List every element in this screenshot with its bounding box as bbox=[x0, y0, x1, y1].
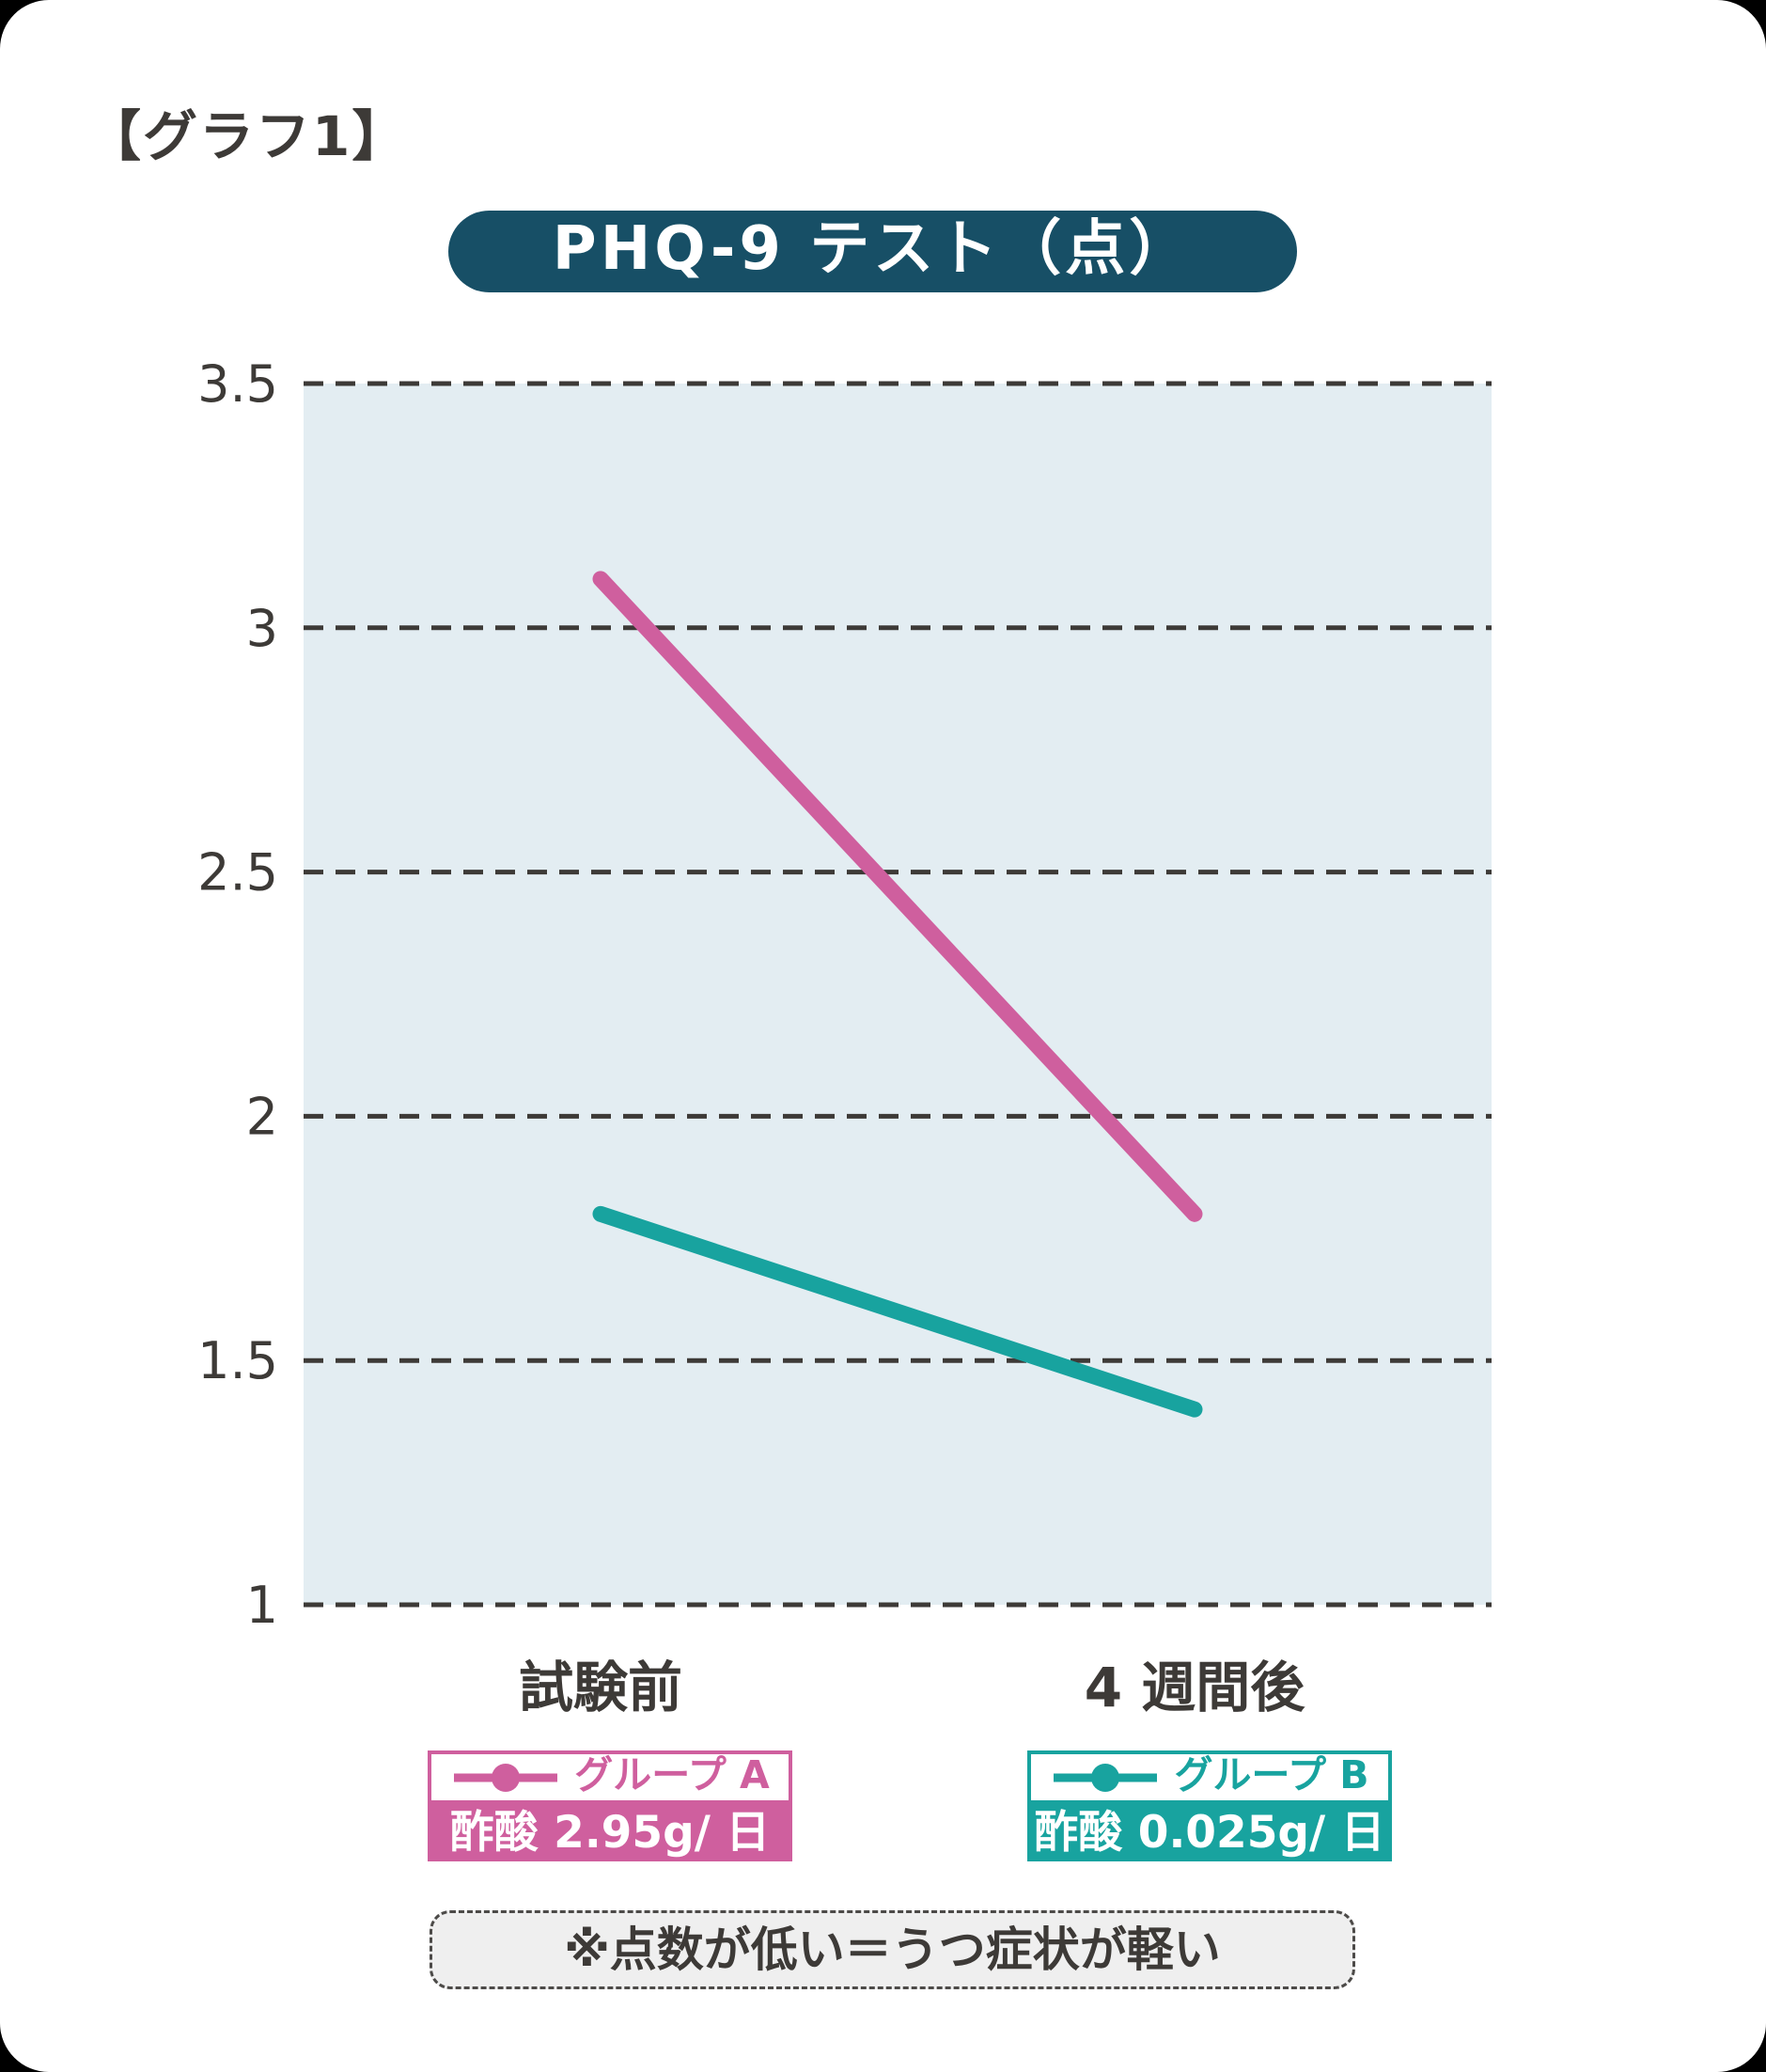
y-tick-label: 1 bbox=[246, 1576, 278, 1635]
legend-group-b: グループ B 酢酸 0.025g/ 日 bbox=[1027, 1750, 1392, 1861]
legend-group-a: グループ A 酢酸 2.95g/ 日 bbox=[428, 1750, 792, 1861]
y-tick-label: 3 bbox=[246, 599, 278, 658]
series-line bbox=[592, 571, 1203, 1222]
chart-title: PHQ-9 テスト（点） bbox=[552, 213, 1194, 284]
x-tick-label: 試験前 bbox=[519, 1656, 682, 1719]
line-dot-marker-icon bbox=[454, 1763, 558, 1792]
legend-group-a-label: グループ A bbox=[574, 1752, 770, 1797]
y-tick-label: 1.5 bbox=[197, 1331, 278, 1390]
footnote-text: ※点数が低い＝うつ症状が軽い bbox=[564, 1923, 1221, 1977]
line-dot-marker-icon bbox=[1054, 1763, 1158, 1792]
graph-header-label: 【グラフ1】 bbox=[86, 104, 409, 168]
legend-group-b-label: グループ B bbox=[1174, 1752, 1369, 1797]
x-tick-label: 4 週間後 bbox=[1085, 1656, 1306, 1719]
legend-group-b-dose: 酢酸 0.025g/ 日 bbox=[1027, 1804, 1392, 1861]
y-tick-label: 3.5 bbox=[197, 354, 278, 414]
series-line bbox=[592, 1205, 1203, 1418]
footnote-box: ※点数が低い＝うつ症状が軽い bbox=[430, 1910, 1355, 1989]
legend-group-b-name-row: グループ B bbox=[1027, 1750, 1392, 1804]
y-tick-label: 2 bbox=[246, 1087, 278, 1146]
legend-group-a-dose: 酢酸 2.95g/ 日 bbox=[428, 1804, 792, 1861]
chart-title-pill: PHQ-9 テスト（点） bbox=[448, 211, 1297, 292]
legend-group-a-name-row: グループ A bbox=[428, 1750, 792, 1804]
y-tick-label: 2.5 bbox=[197, 843, 278, 903]
plot-background bbox=[304, 384, 1492, 1605]
